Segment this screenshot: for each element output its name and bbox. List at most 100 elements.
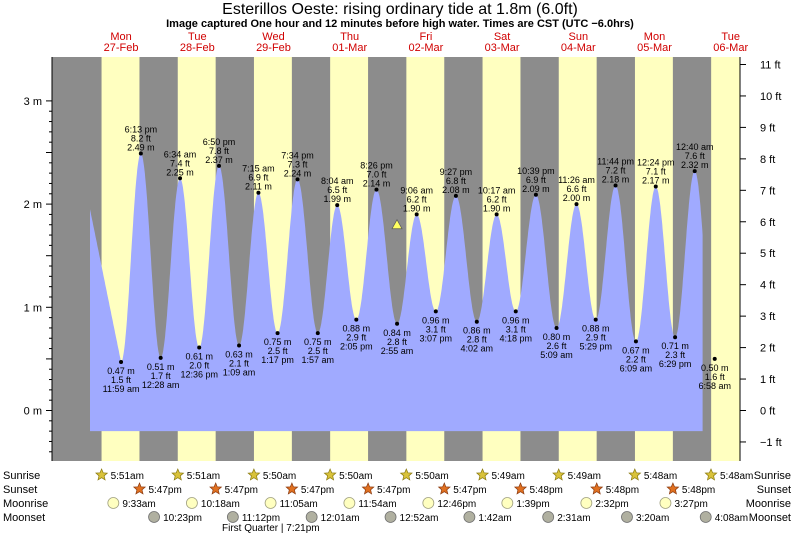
tide-feet-label: 2.9 ft	[586, 333, 607, 343]
tide-feet-label: 1.5 ft	[111, 375, 132, 385]
day-name: Mon	[110, 31, 131, 43]
tide-point	[673, 335, 678, 340]
tide-metres-label: 0.75 m	[304, 337, 332, 347]
tide-point	[613, 183, 618, 188]
tide-metres-label: 2.32 m	[681, 160, 709, 170]
tide-time-label: 11:59 am	[103, 384, 140, 394]
day-date: 29-Feb	[256, 42, 291, 54]
right-tick-label: 6 ft	[760, 217, 775, 229]
tide-metres-label: 0.96 m	[502, 315, 530, 325]
tide-metres-label: 0.96 m	[422, 315, 450, 325]
tide-time-label: 11:44 pm	[597, 157, 634, 167]
tide-feet-label: 2.1 ft	[229, 358, 250, 368]
moonset-moon-icon	[384, 511, 397, 523]
tide-time-label: 7:34 pm	[281, 150, 314, 160]
tide-metres-label: 2.37 m	[205, 155, 233, 165]
tide-metres-label: 2.17 m	[642, 176, 670, 186]
tide-feet-label: 2.3 ft	[665, 350, 686, 360]
tide-point	[374, 187, 379, 192]
tide-point	[138, 151, 143, 156]
tide-point	[414, 212, 419, 217]
moonset-moon-icon	[148, 511, 160, 523]
day-name: Mon	[644, 31, 665, 43]
sunset-star-icon	[513, 482, 528, 495]
moonrise-moon-icon	[264, 497, 277, 509]
tide-time-label: 2:05 pm	[340, 342, 373, 352]
moonset-time: 10:23pm	[163, 513, 202, 524]
tide-point	[574, 202, 579, 207]
tide-feet-label: 2.6 ft	[547, 341, 568, 351]
sunrise-star-icon	[95, 468, 109, 481]
sunrise-time: 5:48am	[644, 471, 677, 482]
right-tick-label: 5 ft	[760, 248, 775, 260]
tide-feet-label: 6.9 ft	[526, 175, 547, 185]
axes: 0 m 1 m 2 m 3 m −1 ft 0 ft 1 ft 2 ft 3 ft 4 ft 5 f…	[24, 57, 782, 461]
day-date: 28-Feb	[180, 42, 215, 54]
tide-time-label: 5:09 am	[540, 350, 573, 360]
tide-point	[256, 190, 261, 195]
sunrise-star-icon	[704, 468, 718, 481]
tide-feet-label: 7.1 ft	[646, 167, 667, 177]
left-tick-label: 1 m	[24, 302, 42, 314]
sunset-star-icon	[666, 482, 680, 495]
tide-metres-label: 0.71 m	[661, 341, 689, 351]
tide-time-label: 4:02 am	[461, 344, 494, 354]
tide-feet-label: 3.1 ft	[426, 324, 447, 334]
left-tick-label: 3 m	[24, 96, 42, 108]
tide-time-label: 5:29 pm	[579, 342, 612, 352]
sunrise-star-icon	[247, 468, 261, 481]
day-date: 06-Mar	[713, 42, 748, 54]
tide-point	[315, 331, 320, 336]
moonset-moon-icon	[305, 511, 318, 523]
day-name: Wed	[262, 31, 284, 43]
tide-feet-label: 8.2 ft	[131, 134, 152, 144]
sunrise-star-icon	[399, 468, 413, 481]
tide-time-label: 3:07 pm	[420, 333, 453, 343]
sunrise-star-icon	[552, 468, 566, 481]
day-date: 01-Mar	[332, 42, 367, 54]
tide-metres-label: 1.99 m	[323, 194, 351, 204]
chart-title: Esterillos Oeste: rising ordinary tide a…	[222, 1, 578, 18]
right-tick-label: 11 ft	[760, 59, 781, 71]
right-tick-label: 4 ft	[760, 280, 775, 292]
tide-point	[554, 325, 559, 330]
moonrise-moon-icon	[107, 497, 120, 509]
tide-time-label: 7:15 am	[242, 164, 275, 174]
moonset-moon-icon	[621, 511, 633, 523]
tide-feet-label: 2.9 ft	[346, 333, 367, 343]
tide-point	[593, 317, 598, 322]
moonrise-moon-icon	[580, 497, 593, 509]
tide-point	[533, 192, 538, 197]
sunset-row-label: Sunset	[3, 484, 37, 496]
day-name: Sat	[494, 31, 511, 43]
tide-metres-label: 0.50 m	[701, 363, 729, 373]
sunset-row-label-right: Sunset	[757, 484, 791, 496]
moonrise-moon-icon	[343, 497, 356, 509]
tide-time-label: 12:36 pm	[180, 370, 218, 380]
sunrise-time: 5:50am	[263, 471, 296, 482]
sunrise-star-icon	[475, 468, 490, 481]
tide-time-label: 6:29 pm	[659, 359, 692, 369]
tide-point	[158, 355, 163, 360]
tide-point	[335, 203, 340, 208]
sunrise-time: 5:51am	[187, 471, 220, 482]
tide-point	[653, 184, 658, 189]
tide-feet-label: 7.3 ft	[288, 159, 309, 169]
tide-feet-label: 6.2 ft	[407, 194, 428, 204]
sunset-time: 5:47pm	[148, 485, 181, 496]
moonrise-time: 11:05am	[280, 499, 318, 510]
day-date: 02-Mar	[408, 42, 443, 54]
tide-feet-label: 6.5 ft	[327, 185, 348, 195]
tide-metres-label: 1.90 m	[403, 203, 431, 213]
sunset-time: 5:48pm	[530, 485, 563, 496]
tide-point	[119, 359, 124, 364]
tide-metres-label: 0.88 m	[582, 324, 610, 334]
tide-feet-label: 2.0 ft	[189, 361, 210, 371]
right-tick-label: 1 ft	[760, 374, 775, 386]
tide-feet-label: 6.6 ft	[566, 184, 587, 194]
tide-point	[295, 177, 300, 182]
tide-time-label: 11:26 am	[558, 175, 595, 185]
tide-time-label: 4:18 pm	[499, 333, 532, 343]
sunset-star-icon	[590, 482, 604, 495]
sunrise-row-label: Sunrise	[3, 470, 40, 482]
